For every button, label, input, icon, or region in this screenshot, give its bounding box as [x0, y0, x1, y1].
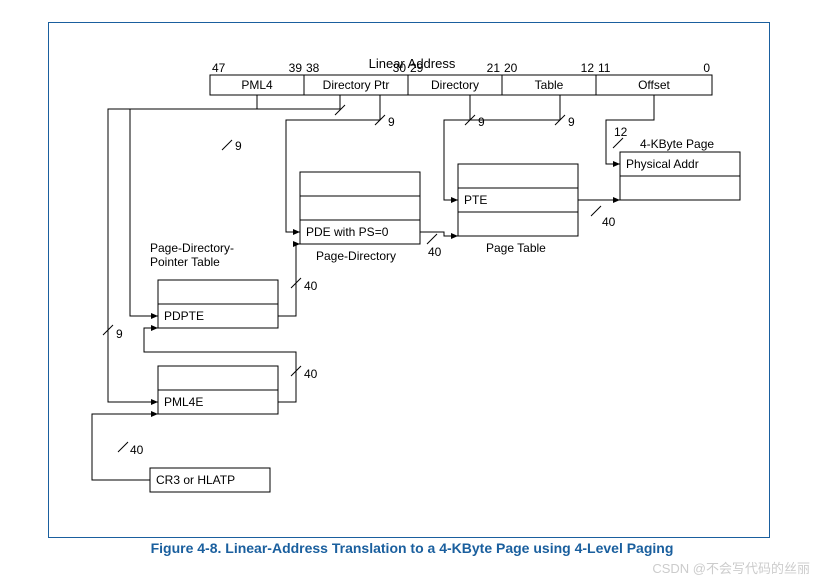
- la-bit: 0: [703, 61, 710, 75]
- pte-label: PTE: [464, 193, 487, 207]
- idx-pml4-w: 9: [235, 139, 242, 153]
- pde-w: 40: [428, 245, 442, 259]
- pdpte-w: 40: [304, 279, 318, 293]
- idx-table-w: 9: [568, 115, 575, 129]
- la-bit: 47: [212, 61, 226, 75]
- la-label: Directory Ptr: [323, 78, 390, 92]
- la-label: Directory: [431, 78, 479, 92]
- la-bit: 30: [393, 61, 407, 75]
- pte-w: 40: [602, 215, 616, 229]
- cr3-label: CR3 or HLATP: [156, 473, 235, 487]
- pdpte-to-pd: [278, 244, 300, 316]
- pml4e-w: 40: [304, 367, 318, 381]
- la-bit: 12: [581, 61, 595, 75]
- la-label: PML4: [241, 78, 273, 92]
- watermark-text: CSDN @不会写代码的丝丽: [652, 558, 810, 577]
- linear-address-fields: PML4 47 39 Directory Ptr 38 30 Directory…: [210, 61, 712, 95]
- figure-caption: Figure 4-8. Linear-Address Translation t…: [72, 540, 752, 556]
- pd-title: Page-Directory: [316, 249, 396, 263]
- idx-pml4-w2: 9: [116, 327, 123, 341]
- pt-title: Page Table: [486, 241, 546, 255]
- pdpte-label: PDPTE: [164, 309, 204, 323]
- la-bit: 38: [306, 61, 320, 75]
- cr3-w: 40: [130, 443, 144, 457]
- la-bit: 21: [487, 61, 501, 75]
- page-title: 4-KByte Page: [640, 137, 714, 151]
- la-bit: 39: [289, 61, 303, 75]
- la-bit: 11: [598, 61, 611, 75]
- la-bit: 29: [410, 61, 424, 75]
- la-bit: 20: [504, 61, 518, 75]
- physaddr-label: Physical Addr: [626, 157, 699, 171]
- pdpt-title-1: Page-Directory-: [150, 241, 234, 255]
- pdpt-title-2: Pointer Table: [150, 255, 220, 269]
- pml4e-label: PML4E: [164, 395, 203, 409]
- idx-offset-w: 12: [614, 125, 628, 139]
- la-label: Offset: [638, 78, 670, 92]
- pde-to-pt: [420, 232, 458, 236]
- pde-label: PDE with PS=0: [306, 225, 389, 239]
- idx-dir2-w: 9: [478, 115, 485, 129]
- diagram-svg: Linear Address PML4 47 39 Directory Ptr …: [0, 0, 816, 583]
- la-label: Table: [535, 78, 564, 92]
- cr3-to-pml4: [92, 414, 158, 480]
- idx-dir-w: 9: [388, 115, 395, 129]
